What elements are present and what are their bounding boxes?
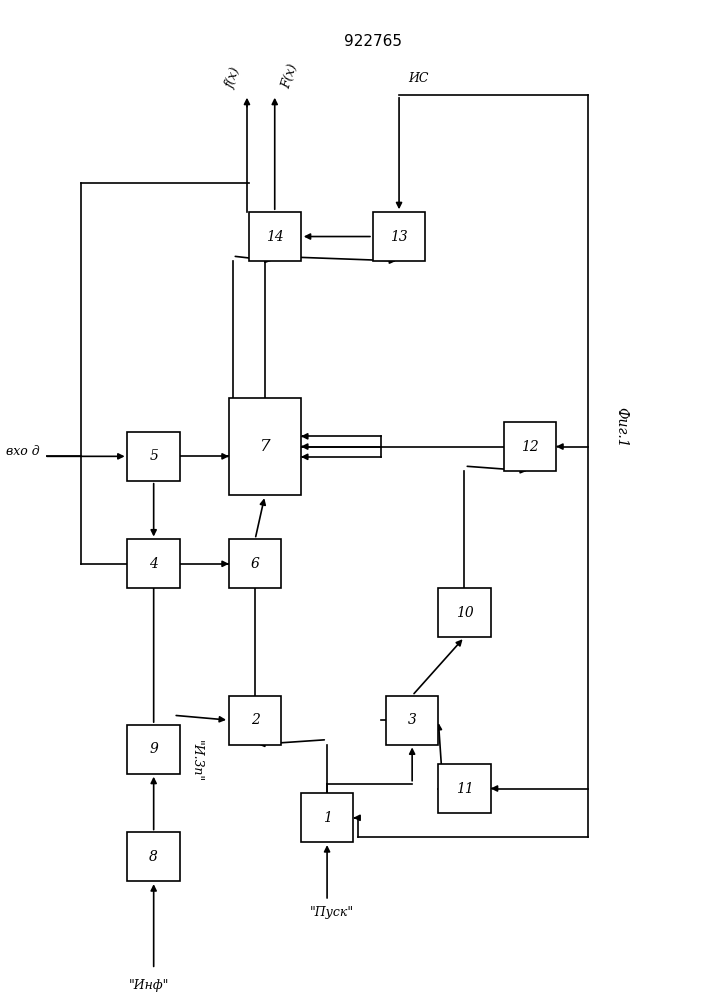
Text: 13: 13 [390,230,408,244]
Text: "Пуск": "Пуск" [310,906,354,919]
Text: 9: 9 [149,742,158,756]
Text: Фиг.1: Фиг.1 [614,407,629,447]
Text: 11: 11 [455,782,474,796]
Text: 7: 7 [259,438,270,455]
Bar [229,539,281,588]
Bar [373,212,425,261]
Text: 2: 2 [251,713,259,727]
Bar [127,725,180,774]
Bar [386,696,438,745]
Text: ИС: ИС [409,72,429,85]
Text: 14: 14 [266,230,284,244]
Bar [438,588,491,637]
Bar [127,832,180,881]
Bar [438,764,491,813]
Text: f(x): f(x) [223,65,243,90]
Text: 5: 5 [149,449,158,463]
Bar [127,432,180,481]
Text: 6: 6 [251,557,259,571]
Text: "И.Зп": "И.Зп" [190,740,203,782]
Bar [229,696,281,745]
Text: 1: 1 [322,811,332,825]
Bar [249,212,301,261]
Text: 3: 3 [408,713,416,727]
Text: 8: 8 [149,850,158,864]
Bar [229,398,301,495]
Text: F(x): F(x) [279,62,300,90]
Text: 12: 12 [521,440,539,454]
Bar [504,422,556,471]
Text: 4: 4 [149,557,158,571]
Text: 922765: 922765 [344,34,402,49]
Text: "Инф": "Инф" [129,979,169,992]
Text: вхо д: вхо д [6,445,40,458]
Text: 10: 10 [455,606,474,620]
Bar [301,793,354,842]
Bar [127,539,180,588]
